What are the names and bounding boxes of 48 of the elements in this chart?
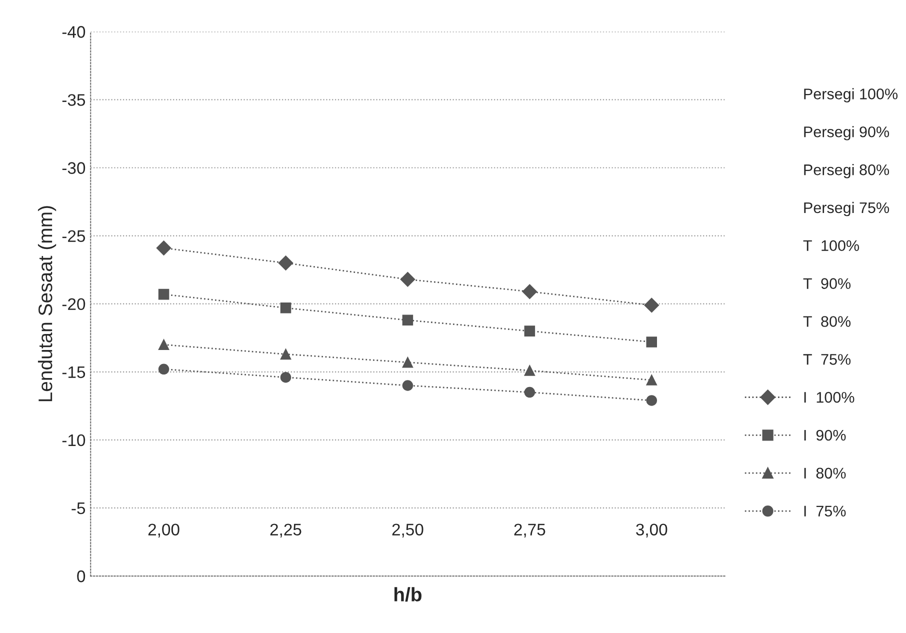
point bbox=[158, 339, 170, 350]
text: Persegi 100% bbox=[804, 88, 898, 102]
point bbox=[158, 364, 170, 375]
x-tick-label: 3,00 bbox=[636, 524, 668, 538]
y-tick-label: -35 bbox=[62, 94, 86, 106]
y-tick-label: -15 bbox=[62, 366, 86, 378]
y-tick-label: -5 bbox=[72, 502, 86, 514]
text: Persegi 75% bbox=[804, 202, 890, 216]
text: T 80% bbox=[803, 316, 851, 327]
text: T 90% bbox=[803, 278, 851, 289]
text: Persegi 80% bbox=[804, 164, 890, 178]
text: T 100% bbox=[803, 240, 860, 252]
point bbox=[280, 348, 292, 360]
x-tick-label: 2,75 bbox=[514, 524, 546, 538]
point bbox=[278, 256, 294, 270]
point bbox=[156, 240, 172, 256]
point bbox=[158, 288, 170, 300]
legend-label: I 75% bbox=[804, 506, 846, 517]
legend-label: I 100% bbox=[804, 392, 854, 403]
point bbox=[646, 336, 658, 348]
point bbox=[400, 272, 416, 287]
x-tick-label: 2,50 bbox=[392, 524, 424, 538]
point bbox=[280, 372, 292, 383]
point bbox=[524, 326, 536, 336]
point bbox=[402, 314, 414, 326]
text: Persegi 90% bbox=[804, 126, 890, 140]
y-tick-label: -25 bbox=[62, 230, 86, 242]
y-tick-label: -10 bbox=[62, 434, 86, 446]
y-axis-title: Lendutan Sesaat (mm) bbox=[38, 206, 56, 402]
point bbox=[402, 356, 414, 368]
point bbox=[522, 284, 538, 299]
y-tick-label: -20 bbox=[62, 298, 86, 310]
x-tick-label: 2,25 bbox=[270, 524, 302, 538]
point bbox=[646, 395, 658, 406]
point bbox=[524, 365, 536, 376]
y-tick-label: -40 bbox=[62, 26, 86, 38]
point bbox=[524, 386, 536, 398]
point bbox=[280, 302, 292, 314]
x-tick-label: 2,00 bbox=[148, 524, 180, 538]
y-tick-label: 0 bbox=[77, 570, 86, 582]
text: T 75% bbox=[803, 354, 851, 365]
point bbox=[402, 380, 414, 391]
y-tick-label: -30 bbox=[62, 162, 86, 174]
point bbox=[644, 298, 660, 313]
x-axis-title: h/b bbox=[394, 587, 422, 602]
legend-label: I 90% bbox=[804, 430, 846, 441]
legend-label: I 80% bbox=[804, 468, 846, 479]
point bbox=[646, 374, 658, 386]
